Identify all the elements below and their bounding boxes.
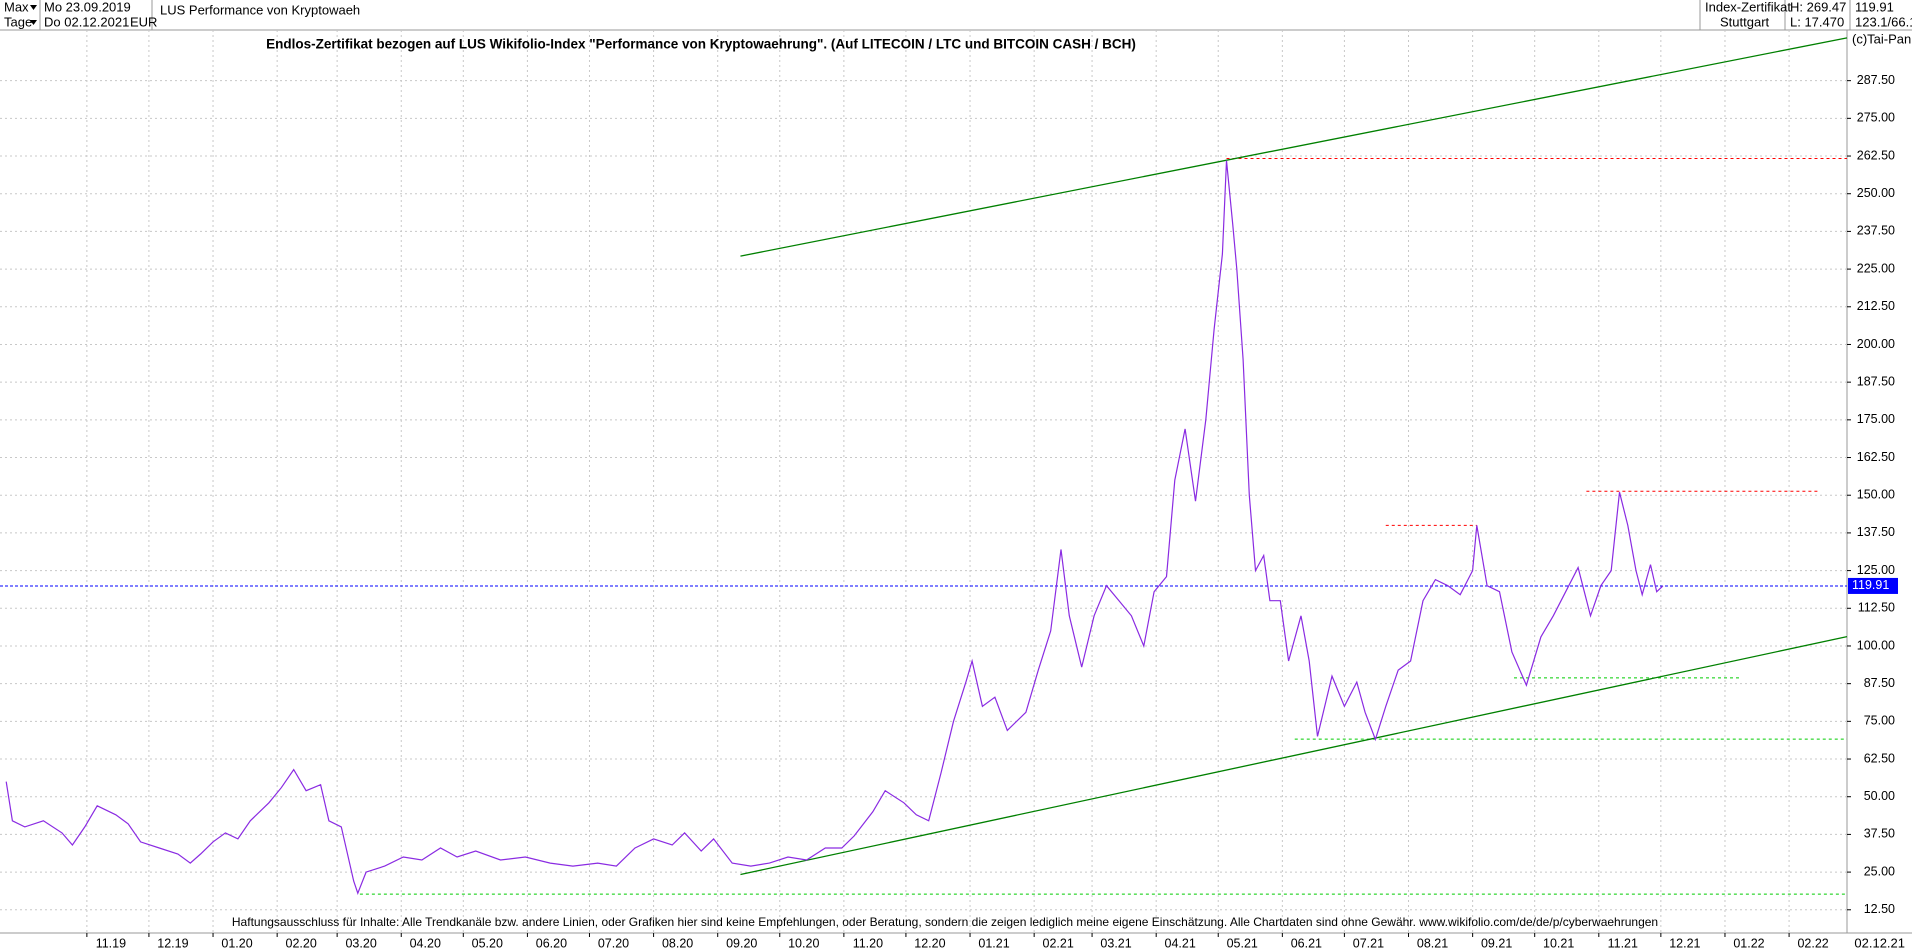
x-tick-label: 11.19: [96, 936, 126, 950]
x-tick-label: 01.21: [978, 936, 1009, 950]
interval-select[interactable]: Tage: [4, 14, 32, 29]
x-tick-label: 10.21: [1543, 936, 1574, 950]
y-tick-label: 162.50: [1857, 450, 1895, 464]
low: L: 17.470: [1790, 14, 1844, 29]
x-tick-label: 07.20: [598, 936, 629, 950]
y-tick-label: 187.50: [1857, 374, 1895, 388]
y-tick-label: 287.50: [1857, 73, 1895, 87]
x-tick-label: 02.20: [286, 936, 317, 950]
x-tick-label: 10.20: [788, 936, 819, 950]
y-tick-label: 237.50: [1857, 224, 1895, 238]
x-tick-label: 03.20: [345, 936, 376, 950]
y-tick-label: 200.00: [1857, 337, 1895, 351]
y-tick-label: 12.50: [1864, 902, 1895, 916]
y-tick-label: 250.00: [1857, 186, 1895, 200]
last-value-label: 119.91: [1852, 578, 1889, 592]
chart-title: Endlos-Zertifikat bezogen auf LUS Wikifo…: [266, 37, 1136, 52]
exchange: Stuttgart: [1720, 14, 1770, 29]
x-tick-label: 12.19: [157, 936, 188, 950]
x-tick-label: 08.20: [662, 936, 693, 950]
high: H: 269.47: [1790, 0, 1846, 14]
y-tick-label: 100.00: [1857, 638, 1895, 652]
dropdown-arrow[interactable]: [30, 20, 37, 25]
x-tick-label: 02.21: [1043, 936, 1074, 950]
y-tick-label: 275.00: [1857, 111, 1895, 125]
y-tick-label: 125.00: [1857, 563, 1895, 577]
x-tick-label: 11.21: [1608, 936, 1638, 950]
y-tick-label: 150.00: [1857, 488, 1895, 502]
y-tick-label: 87.50: [1864, 676, 1895, 690]
copyright: (c)Tai-Pan: [1852, 31, 1911, 46]
x-tick-label: 03.21: [1100, 936, 1131, 950]
instrument: LUS Performance von Kryptowaeh: [160, 2, 360, 17]
x-tick-label: 01.22: [1733, 936, 1764, 950]
x-tick-label: 09.21: [1481, 936, 1512, 950]
x-tick-label: 09.20: [726, 936, 757, 950]
range-select[interactable]: Max: [4, 0, 29, 14]
y-tick-label: 262.50: [1857, 148, 1895, 162]
last: 119.91: [1855, 0, 1894, 14]
y-tick-label: 50.00: [1864, 789, 1895, 803]
start-date: Mo 23.09.2019: [44, 0, 131, 14]
x-tick-label: 12.20: [914, 936, 945, 950]
y-tick-label: 37.50: [1864, 827, 1895, 841]
x-tick-label: 01.20: [221, 936, 252, 950]
x-tick-label: 06.21: [1291, 936, 1322, 950]
y-tick-label: 75.00: [1864, 714, 1895, 728]
x-tick-label: 05.21: [1227, 936, 1258, 950]
x-tick-label: 07.21: [1353, 936, 1384, 950]
x-tick-label: 04.21: [1165, 936, 1196, 950]
trend-line: [740, 635, 1848, 876]
x-tick-label: 11.20: [853, 936, 883, 950]
price-line: [5, 160, 1664, 895]
y-tick-label: 225.00: [1857, 261, 1895, 275]
x-tick-label: 08.21: [1417, 936, 1448, 950]
trend-line: [740, 37, 1848, 257]
footnote: Haftungsausschluss für Inhalte: Alle Tre…: [232, 915, 1658, 929]
y-tick-label: 112.50: [1858, 601, 1895, 615]
y-tick-label: 137.50: [1857, 525, 1895, 539]
currency: EUR: [130, 14, 157, 29]
bid-ask: 123.1/66.1: [1855, 14, 1912, 29]
kind: Index-Zertifikat: [1705, 0, 1791, 14]
current-date: 02.12.21: [1854, 935, 1905, 950]
y-tick-label: 212.50: [1857, 299, 1895, 313]
y-tick-label: 175.00: [1857, 412, 1895, 426]
x-tick-label: 04.20: [410, 936, 441, 950]
dropdown-arrow[interactable]: [30, 5, 37, 10]
x-tick-label: 06.20: [536, 936, 567, 950]
x-tick-label: 02.22: [1797, 936, 1828, 950]
end-date: Do 02.12.2021: [44, 14, 129, 29]
y-tick-label: 62.50: [1864, 751, 1895, 765]
last-value-box: [1848, 577, 1898, 594]
x-tick-label: 05.20: [472, 936, 503, 950]
x-tick-label: 12.21: [1669, 936, 1700, 950]
y-tick-label: 25.00: [1864, 864, 1895, 878]
